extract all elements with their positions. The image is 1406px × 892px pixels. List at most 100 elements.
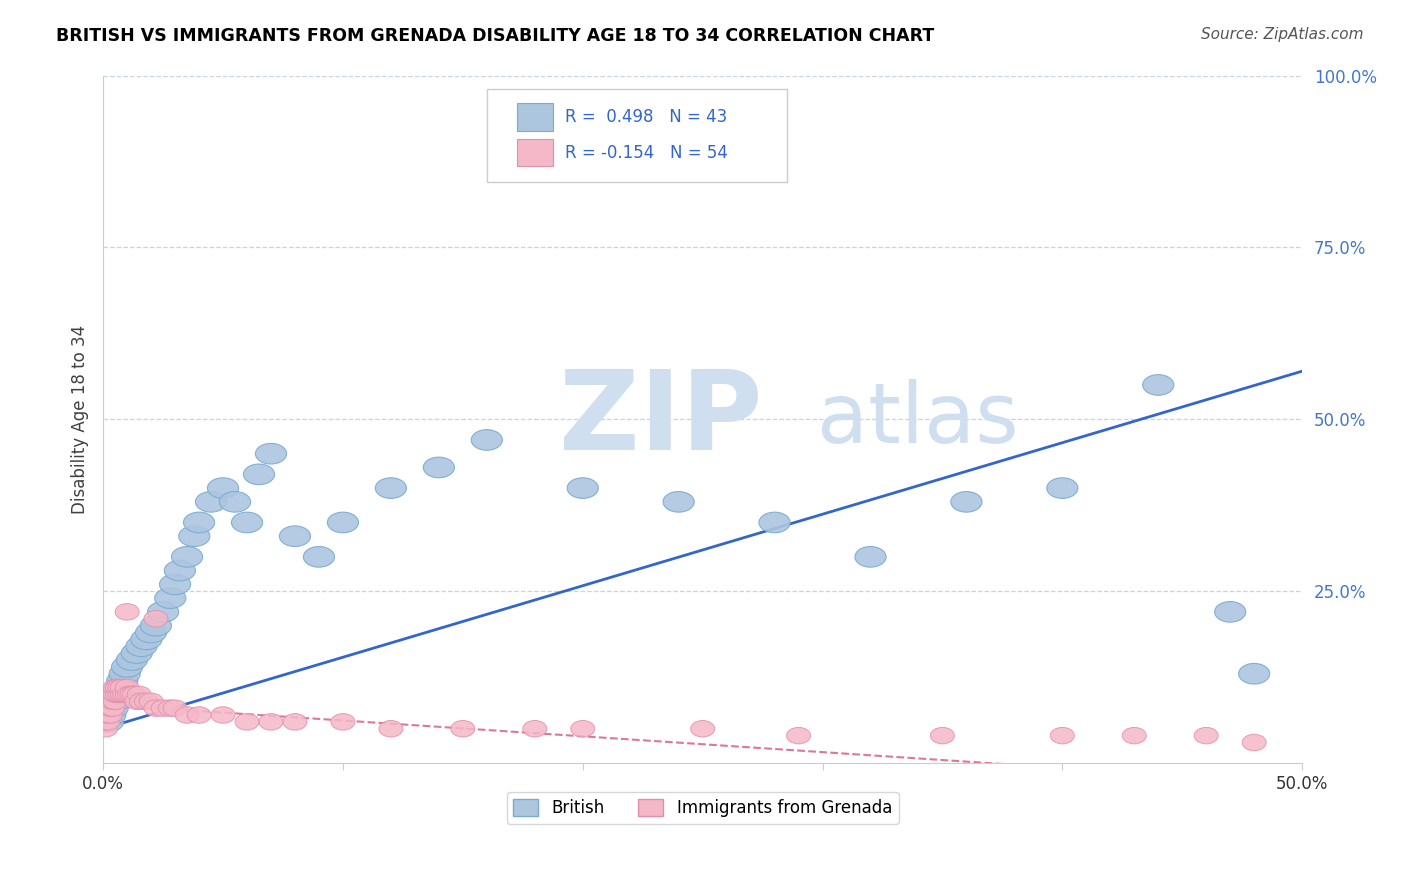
Ellipse shape xyxy=(98,700,122,716)
Ellipse shape xyxy=(187,706,211,723)
Ellipse shape xyxy=(235,714,259,731)
Ellipse shape xyxy=(127,686,150,703)
Ellipse shape xyxy=(105,686,129,703)
Text: R = -0.154   N = 54: R = -0.154 N = 54 xyxy=(565,144,728,161)
Ellipse shape xyxy=(118,686,142,703)
Text: BRITISH VS IMMIGRANTS FROM GRENADA DISABILITY AGE 18 TO 34 CORRELATION CHART: BRITISH VS IMMIGRANTS FROM GRENADA DISAB… xyxy=(56,27,935,45)
Ellipse shape xyxy=(131,629,162,649)
Ellipse shape xyxy=(103,693,127,709)
Ellipse shape xyxy=(451,721,475,737)
Ellipse shape xyxy=(120,686,143,703)
Ellipse shape xyxy=(115,679,139,696)
Ellipse shape xyxy=(1143,375,1174,395)
Ellipse shape xyxy=(111,657,142,677)
Ellipse shape xyxy=(243,464,274,484)
Ellipse shape xyxy=(101,700,125,716)
Ellipse shape xyxy=(96,714,120,731)
Ellipse shape xyxy=(950,491,981,512)
Ellipse shape xyxy=(112,686,136,703)
Ellipse shape xyxy=(117,649,148,670)
Ellipse shape xyxy=(93,712,124,732)
Ellipse shape xyxy=(1239,664,1270,684)
Ellipse shape xyxy=(150,700,176,716)
Ellipse shape xyxy=(931,727,955,744)
Ellipse shape xyxy=(101,693,125,709)
Ellipse shape xyxy=(143,700,167,716)
Ellipse shape xyxy=(94,705,127,725)
Legend: British, Immigrants from Grenada: British, Immigrants from Grenada xyxy=(506,792,898,823)
Ellipse shape xyxy=(108,686,132,703)
Ellipse shape xyxy=(96,706,120,723)
Y-axis label: Disability Age 18 to 34: Disability Age 18 to 34 xyxy=(72,325,89,514)
Ellipse shape xyxy=(98,693,122,709)
Ellipse shape xyxy=(690,721,714,737)
Ellipse shape xyxy=(786,727,810,744)
Text: atlas: atlas xyxy=(817,379,1018,459)
Ellipse shape xyxy=(96,700,120,716)
Ellipse shape xyxy=(328,512,359,533)
Ellipse shape xyxy=(159,574,191,595)
Ellipse shape xyxy=(179,526,209,547)
Ellipse shape xyxy=(122,686,146,703)
Ellipse shape xyxy=(664,491,695,512)
Ellipse shape xyxy=(330,714,354,731)
Ellipse shape xyxy=(135,622,167,643)
Ellipse shape xyxy=(195,491,226,512)
Ellipse shape xyxy=(1241,734,1267,751)
Ellipse shape xyxy=(141,615,172,636)
FancyBboxPatch shape xyxy=(517,139,553,166)
Ellipse shape xyxy=(232,512,263,533)
Ellipse shape xyxy=(105,679,129,696)
Ellipse shape xyxy=(283,714,307,731)
Ellipse shape xyxy=(139,693,163,709)
Ellipse shape xyxy=(1215,601,1246,622)
Ellipse shape xyxy=(280,526,311,547)
Ellipse shape xyxy=(121,643,152,664)
Ellipse shape xyxy=(1194,727,1218,744)
Ellipse shape xyxy=(183,512,215,533)
Text: ZIP: ZIP xyxy=(558,366,762,473)
Ellipse shape xyxy=(256,443,287,464)
FancyBboxPatch shape xyxy=(517,103,553,130)
Ellipse shape xyxy=(1122,727,1146,744)
Ellipse shape xyxy=(101,684,134,705)
Ellipse shape xyxy=(259,714,283,731)
Ellipse shape xyxy=(110,679,135,696)
Ellipse shape xyxy=(423,457,454,478)
Ellipse shape xyxy=(759,512,790,533)
Ellipse shape xyxy=(129,693,153,709)
Ellipse shape xyxy=(208,478,239,499)
Ellipse shape xyxy=(571,721,595,737)
Ellipse shape xyxy=(471,430,502,450)
Ellipse shape xyxy=(163,700,187,716)
Ellipse shape xyxy=(103,686,127,703)
Ellipse shape xyxy=(165,560,195,581)
Ellipse shape xyxy=(98,706,122,723)
Ellipse shape xyxy=(115,604,139,620)
Text: Source: ZipAtlas.com: Source: ZipAtlas.com xyxy=(1201,27,1364,42)
Ellipse shape xyxy=(375,478,406,499)
Ellipse shape xyxy=(148,601,179,622)
Ellipse shape xyxy=(94,721,118,737)
Ellipse shape xyxy=(155,588,186,608)
Ellipse shape xyxy=(108,679,132,696)
Ellipse shape xyxy=(107,670,138,691)
Ellipse shape xyxy=(159,700,183,716)
Ellipse shape xyxy=(523,721,547,737)
Ellipse shape xyxy=(135,693,159,709)
Ellipse shape xyxy=(855,547,886,567)
Ellipse shape xyxy=(1050,727,1074,744)
Ellipse shape xyxy=(172,547,202,567)
Ellipse shape xyxy=(110,664,141,684)
Ellipse shape xyxy=(1046,478,1078,499)
Ellipse shape xyxy=(567,478,599,499)
Ellipse shape xyxy=(94,714,118,731)
Ellipse shape xyxy=(219,491,250,512)
Ellipse shape xyxy=(97,698,128,718)
Ellipse shape xyxy=(100,691,131,712)
Ellipse shape xyxy=(127,636,157,657)
Text: R =  0.498   N = 43: R = 0.498 N = 43 xyxy=(565,108,727,126)
Ellipse shape xyxy=(143,610,167,627)
Ellipse shape xyxy=(378,721,404,737)
Ellipse shape xyxy=(104,677,135,698)
